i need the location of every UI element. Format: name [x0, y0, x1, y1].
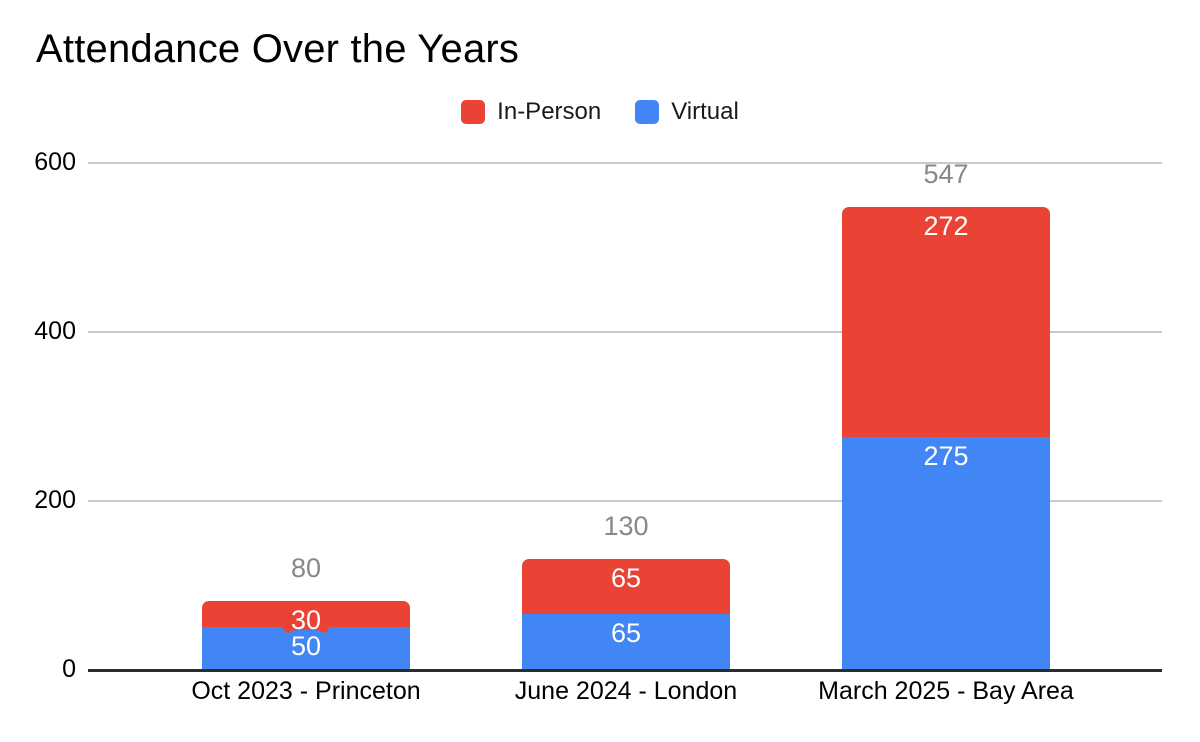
bar-segment-virtual[interactable]: 65	[522, 614, 730, 669]
segment-value-label: 272	[913, 209, 979, 243]
plot-area: 600 400 200 0 80 30 50 130 65 65 547	[34, 148, 1162, 705]
gridline-200	[88, 500, 1162, 502]
x-axis-label-bay-area: March 2025 - Bay Area	[818, 677, 1074, 705]
legend-item-virtual[interactable]: Virtual	[635, 98, 739, 126]
gridline-400	[88, 331, 1162, 333]
virtual-swatch-icon	[635, 100, 660, 124]
y-axis-tick-label: 0	[62, 655, 76, 683]
segment-value-label: 65	[600, 617, 652, 651]
chart-title: Attendance Over the Years	[36, 27, 520, 71]
y-axis-tick-label: 600	[34, 148, 76, 176]
bar-segment-in-person[interactable]: 65	[522, 559, 730, 615]
y-axis-tick-label: 200	[34, 486, 76, 514]
legend-label-virtual: Virtual	[671, 98, 739, 125]
legend: In-Person Virtual	[0, 97, 1200, 127]
bar-total-label: 130	[603, 511, 649, 542]
bar-segment-virtual[interactable]: 50	[202, 626, 410, 669]
in-person-swatch-icon	[461, 100, 486, 124]
bar-segment-virtual[interactable]: 275	[842, 436, 1050, 669]
bar-total-label: 80	[290, 553, 322, 584]
bar-group-london: 130 65 65	[522, 511, 730, 669]
segment-value-label: 50	[280, 629, 332, 663]
x-axis-label-london: June 2024 - London	[514, 677, 738, 705]
y-axis-tick-label: 400	[34, 317, 76, 345]
segment-value-label: 275	[913, 439, 979, 473]
gridline-600	[88, 162, 1162, 164]
bar-segment-in-person[interactable]: 30	[202, 601, 410, 638]
bar-total-label: 547	[923, 158, 969, 189]
legend-label-in-person: In-Person	[497, 98, 602, 125]
bar-group-princeton: 80 30 50	[202, 553, 410, 669]
bar-segment-in-person[interactable]: 272	[842, 206, 1050, 437]
x-axis-label-princeton: Oct 2023 - Princeton	[191, 677, 421, 705]
segment-value-label: 65	[600, 562, 652, 596]
bar-group-bay-area: 547 272 275	[842, 159, 1050, 669]
legend-item-in-person[interactable]: In-Person	[461, 98, 601, 126]
